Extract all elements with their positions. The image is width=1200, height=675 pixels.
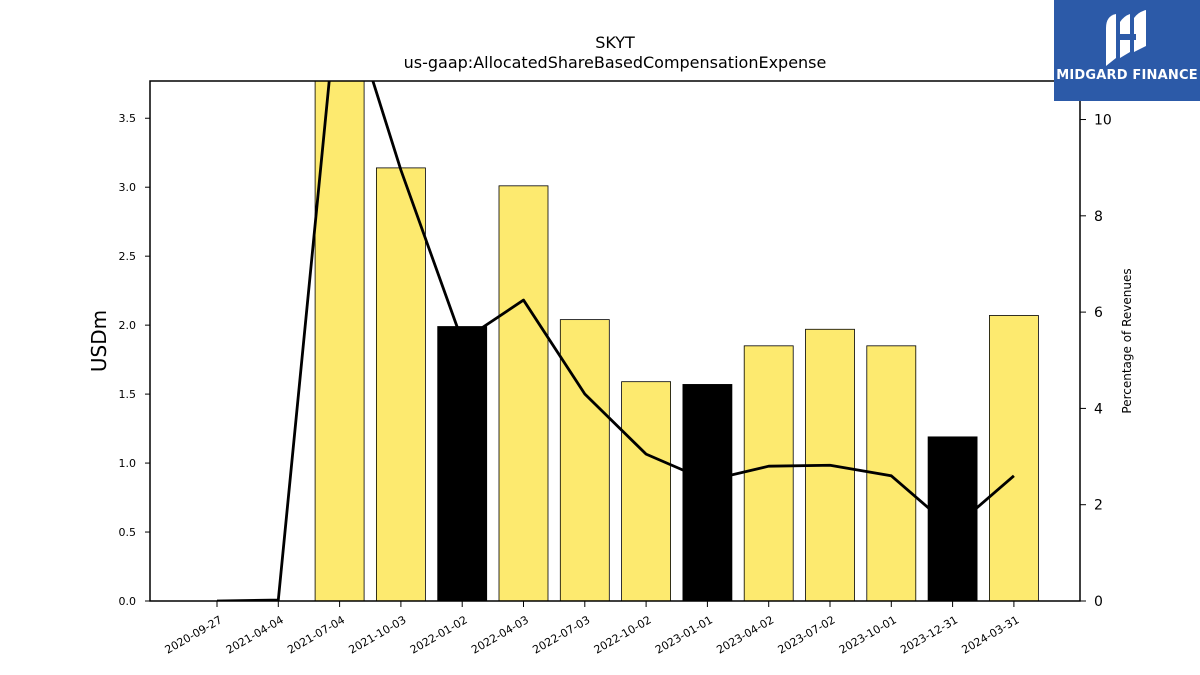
chart-subtitle: us-gaap:AllocatedShareBasedCompensationE… — [403, 53, 827, 72]
x-tick-label: 2023-07-02 — [776, 613, 838, 656]
x-tick-label: 2021-10-03 — [347, 613, 409, 656]
x-tick-label: 2022-10-02 — [592, 613, 654, 656]
x-tick-label: 2023-01-01 — [653, 613, 715, 656]
bar-2021-07-04 — [314, 81, 365, 601]
bar-2022-10-02 — [621, 381, 671, 601]
x-tick-label: 2022-07-03 — [530, 613, 592, 656]
bar-2023-12-31 — [927, 436, 978, 601]
y2-tick-label: 2 — [1094, 498, 1103, 514]
x-tick-label: 2023-12-31 — [898, 613, 960, 656]
y2-axis-label: Percentage of Revenues — [1120, 268, 1134, 413]
y-tick-label: 2.5 — [119, 250, 137, 263]
x-tick-label: 2023-10-01 — [837, 613, 899, 656]
y2-tick-label: 8 — [1094, 209, 1103, 225]
x-tick-label: 2020-09-27 — [163, 613, 225, 656]
x-axis: 2020-09-27 2021-04-04 2021-07-04 2021-10-03… — [163, 601, 1022, 657]
revenue-percentage-line — [216, 81, 1015, 601]
bar-2021-10-03 — [375, 167, 426, 601]
midgard-logo-icon — [1106, 10, 1146, 66]
y-tick-label: 2.0 — [119, 319, 137, 332]
x-tick-label: 2021-07-04 — [285, 613, 347, 656]
y-tick-label: 3.0 — [119, 181, 137, 194]
y-tick-label: 3.5 — [119, 112, 137, 125]
brand-logo: MIDGARD FINANCE — [1054, 0, 1200, 101]
y-axis-label: USDm — [87, 310, 111, 372]
bar-2023-04-02 — [743, 345, 794, 601]
bar-2023-01-01 — [682, 384, 733, 601]
y2-tick-label: 0 — [1094, 594, 1103, 610]
bar-2022-04-03 — [498, 185, 549, 601]
bar-series — [314, 81, 1039, 601]
y-tick-label: 0.0 — [119, 595, 137, 608]
chart-title: SKYT — [595, 33, 635, 52]
y-tick-label: 1.5 — [119, 388, 137, 401]
right-axis: 0 2 4 6 8 10 — [1080, 113, 1112, 610]
bar-2022-07-03 — [559, 319, 610, 601]
y2-tick-label: 6 — [1094, 305, 1103, 321]
x-tick-label: 2022-04-03 — [469, 613, 531, 656]
x-tick-label: 2022-01-02 — [408, 613, 470, 656]
brand-name: MIDGARD FINANCE — [1056, 68, 1198, 83]
bar-2024-03-31 — [989, 315, 1039, 601]
y-tick-label: 1.0 — [119, 457, 137, 470]
bar-2022-01-02 — [437, 326, 488, 601]
plot-frame — [149, 80, 1081, 602]
y2-tick-label: 10 — [1094, 113, 1112, 129]
left-axis: 0.0 0.5 1.0 1.5 2.0 2.5 3.0 3.5 — [119, 112, 150, 608]
x-tick-label: 2024-03-31 — [960, 613, 1022, 656]
x-tick-label: 2021-04-04 — [224, 613, 286, 656]
line-series — [216, 81, 1015, 601]
y2-tick-label: 4 — [1094, 401, 1103, 417]
x-tick-label: 2023-04-02 — [714, 613, 776, 656]
y-tick-label: 0.5 — [119, 526, 137, 539]
